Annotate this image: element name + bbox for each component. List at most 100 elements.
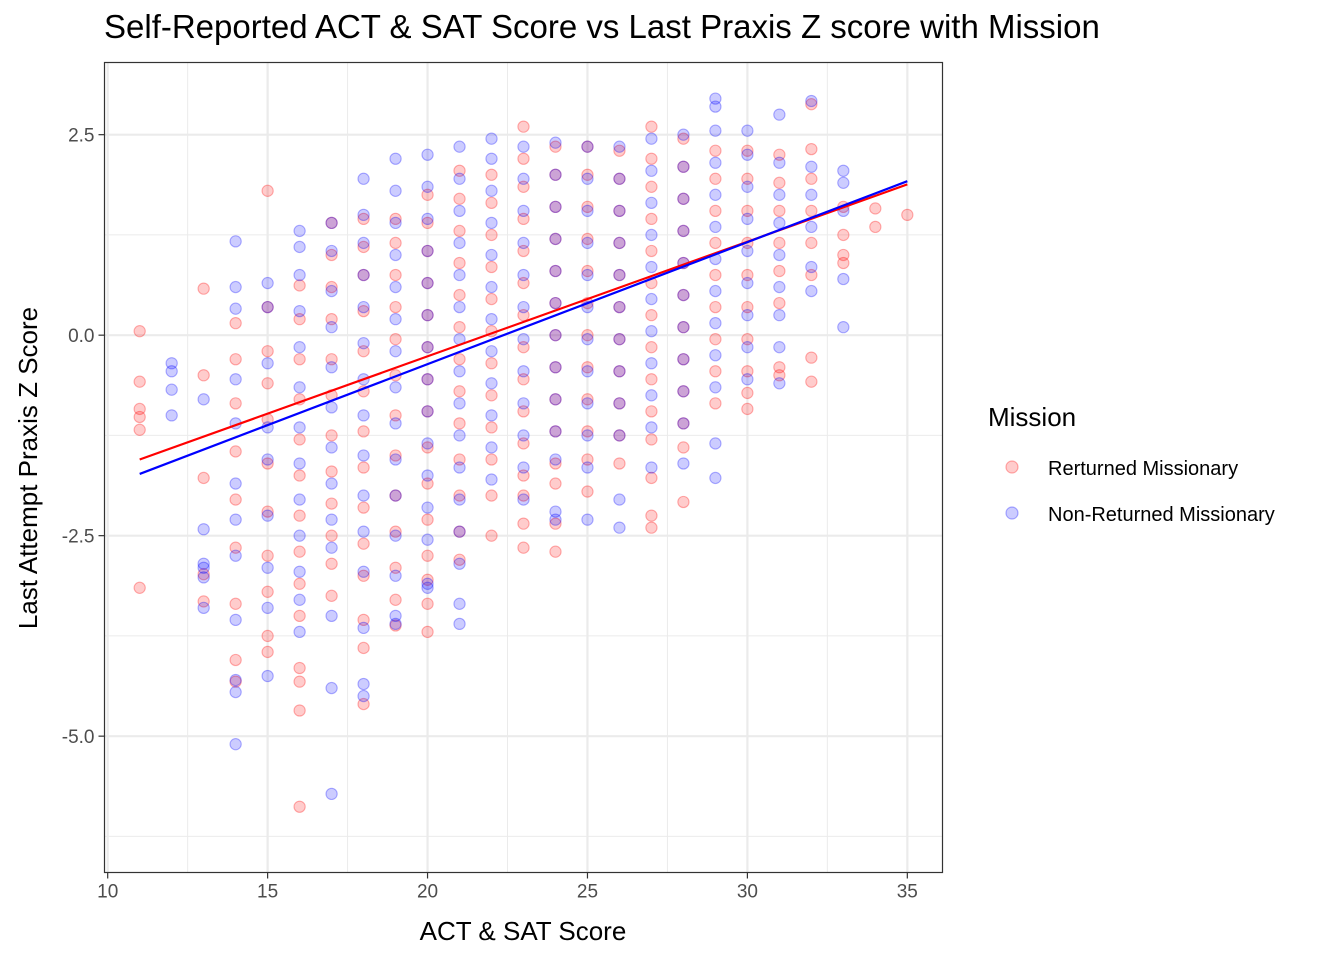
point-non-returned: [421, 212, 434, 226]
point-returned: [421, 216, 434, 230]
point-returned: [517, 152, 530, 165]
point-non-returned: [197, 523, 210, 536]
point-returned: [549, 361, 562, 374]
point-non-returned: [741, 308, 754, 322]
point-non-returned: [773, 341, 786, 354]
point-non-returned: [581, 429, 594, 442]
point-returned: [741, 365, 754, 378]
point-non-returned: [485, 216, 498, 230]
point-non-returned: [677, 128, 690, 141]
point-non-returned: [421, 577, 434, 590]
point-non-returned: [549, 264, 562, 278]
legend-title: Mission: [988, 402, 1076, 432]
point-non-returned: [677, 417, 690, 430]
point-returned: [357, 425, 370, 438]
point-returned: [229, 445, 242, 458]
point-non-returned: [773, 377, 786, 390]
point-non-returned: [677, 192, 690, 205]
point-non-returned: [709, 92, 722, 105]
point-returned: [581, 393, 594, 406]
point-returned: [325, 353, 338, 366]
point-returned: [421, 276, 434, 290]
point-returned: [389, 300, 402, 314]
point-returned: [613, 204, 626, 218]
point-non-returned: [389, 216, 402, 230]
point-non-returned: [389, 569, 402, 582]
point-non-returned: [773, 248, 786, 262]
point-returned: [773, 296, 786, 310]
point-non-returned: [421, 148, 434, 161]
point-returned: [453, 417, 466, 430]
point-returned: [709, 172, 722, 185]
point-returned: [485, 453, 498, 466]
point-non-returned: [741, 244, 754, 258]
point-returned: [517, 489, 530, 502]
point-returned: [709, 236, 722, 250]
point-returned: [869, 220, 882, 234]
point-returned: [613, 429, 626, 442]
point-returned: [453, 192, 466, 205]
point-returned: [485, 168, 498, 181]
point-returned: [741, 333, 754, 346]
point-returned: [453, 489, 466, 502]
point-non-returned: [357, 565, 370, 578]
point-non-returned: [421, 341, 434, 354]
point-returned: [645, 244, 658, 258]
point-non-returned: [421, 276, 434, 290]
point-non-returned: [549, 168, 562, 181]
point-returned: [837, 228, 850, 242]
point-returned: [581, 453, 594, 466]
point-non-returned: [421, 437, 434, 450]
point-non-returned: [677, 160, 690, 173]
point-non-returned: [549, 232, 562, 246]
point-returned: [325, 248, 338, 262]
point-non-returned: [325, 787, 338, 801]
point-returned: [677, 495, 690, 509]
point-non-returned: [453, 236, 466, 250]
chart-title: Self-Reported ACT & SAT Score vs Last Pr…: [104, 8, 1100, 45]
point-non-returned: [709, 284, 722, 298]
point-returned: [357, 240, 370, 254]
point-returned: [261, 457, 274, 470]
point-non-returned: [581, 268, 594, 282]
x-tick-label: 15: [257, 882, 278, 903]
y-axis-title: Last Attempt Praxis Z Score: [13, 307, 43, 629]
point-non-returned: [709, 381, 722, 394]
point-non-returned: [261, 561, 274, 574]
point-returned: [517, 308, 530, 322]
point-non-returned: [517, 172, 530, 185]
point-non-returned: [709, 156, 722, 169]
point-non-returned: [357, 300, 370, 314]
point-returned: [581, 485, 594, 498]
point-returned: [421, 373, 434, 386]
point-returned: [421, 513, 434, 526]
point-returned: [357, 641, 370, 655]
point-returned: [389, 268, 402, 282]
point-returned: [677, 441, 690, 454]
point-non-returned: [325, 681, 338, 695]
point-non-returned: [293, 304, 306, 318]
point-non-returned: [613, 172, 626, 185]
legend-key-non-returned: [1005, 506, 1019, 520]
point-non-returned: [805, 94, 818, 108]
point-non-returned: [581, 333, 594, 346]
point-non-returned: [709, 188, 722, 201]
point-returned: [133, 423, 146, 436]
point-returned: [805, 172, 818, 185]
point-returned: [517, 180, 530, 193]
point-non-returned: [357, 268, 370, 282]
point-returned: [645, 212, 658, 226]
point-non-returned: [453, 557, 466, 570]
point-non-returned: [229, 280, 242, 294]
point-non-returned: [293, 593, 306, 606]
point-returned: [613, 333, 626, 346]
point-returned: [613, 457, 626, 470]
point-returned: [549, 200, 562, 214]
point-non-returned: [549, 393, 562, 406]
point-non-returned: [261, 669, 274, 683]
point-non-returned: [645, 461, 658, 474]
point-non-returned: [549, 505, 562, 518]
point-non-returned: [229, 477, 242, 490]
point-returned: [325, 529, 338, 542]
point-returned: [357, 345, 370, 358]
